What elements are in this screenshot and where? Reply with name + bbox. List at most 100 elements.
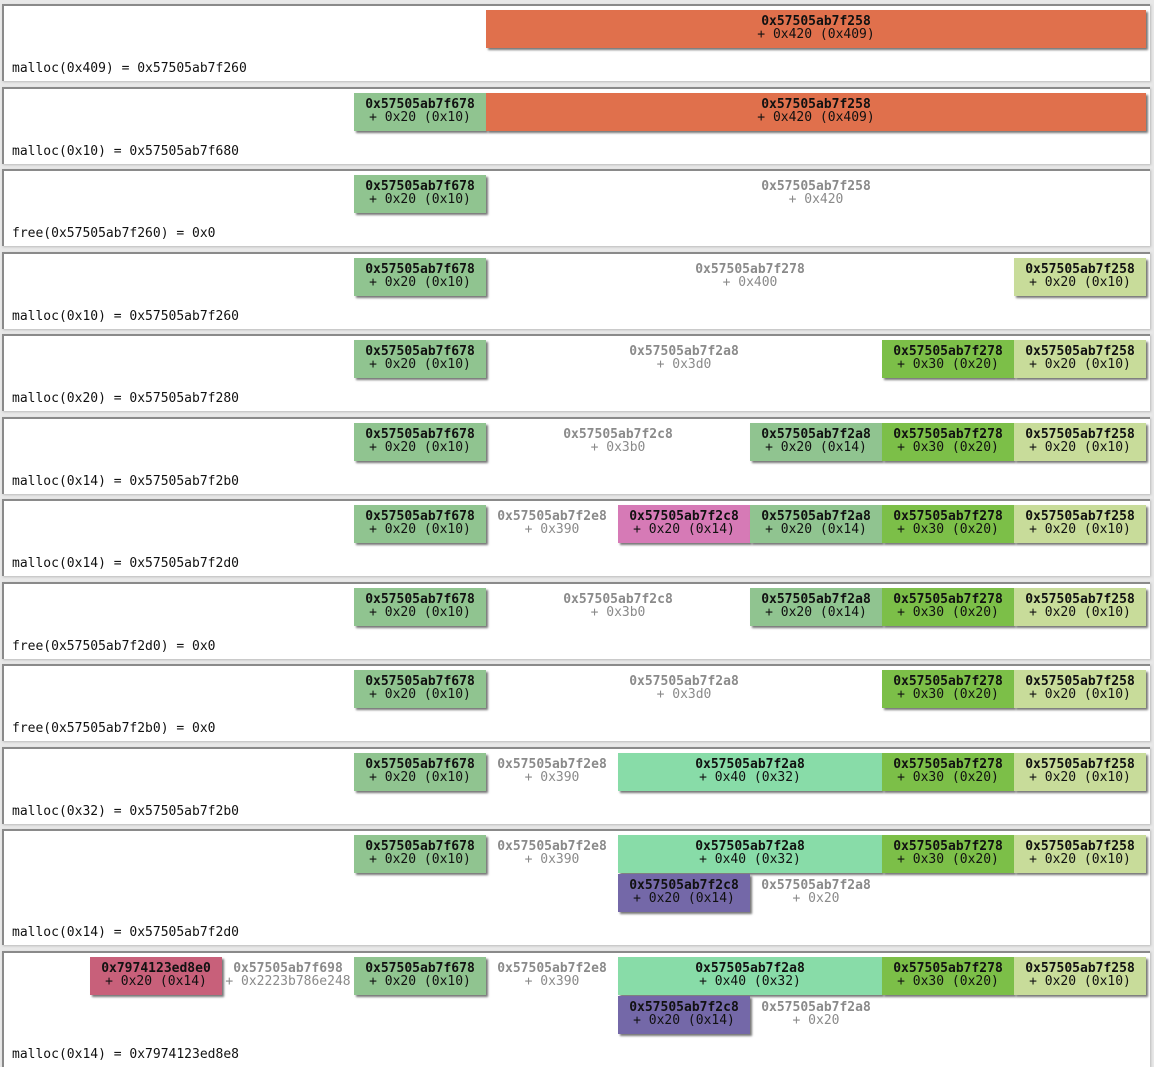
free-chunk: 0x57505ab7f2e8 + 0x390 xyxy=(486,753,618,791)
chunk-address: 0x57505ab7f258 xyxy=(1025,960,1135,976)
chunk-size: + 0x420 (0x409) xyxy=(757,109,875,125)
chunk-address: 0x57505ab7f278 xyxy=(695,261,805,277)
free-chunk: 0x57505ab7f258 + 0x420 xyxy=(486,175,1146,213)
allocated-chunk: 0x57505ab7f2a8 + 0x20 (0x14) xyxy=(750,422,882,461)
heap-row: 0x57505ab7f258 + 0x420 (0x409) malloc(0x40… xyxy=(2,4,1150,81)
allocated-chunk: 0x57505ab7f278 + 0x30 (0x20) xyxy=(882,505,1014,543)
chunk-size: + 0x400 xyxy=(722,274,778,290)
chunk-size: + 0x20 (0x10) xyxy=(1029,852,1131,867)
chunk-size: + 0x20 (0x14) xyxy=(633,891,735,906)
chunk-address: 0x57505ab7f2e8 xyxy=(497,509,607,524)
heap-row: 0x57505ab7f678 + 0x20 (0x10) 0x57505ab7f2e… xyxy=(2,746,1150,824)
allocated-chunk: 0x57505ab7f2a8 + 0x20 (0x14) xyxy=(750,505,882,543)
chunk-size: + 0x20 (0x10) xyxy=(1029,687,1131,702)
allocated-chunk: 0x57505ab7f2a8 + 0x20 (0x14) xyxy=(750,587,882,626)
free-chunk: 0x57505ab7f698 + 0x2223b786e248 xyxy=(222,957,354,995)
chunk-size: + 0x20 (0x10) xyxy=(1029,439,1131,455)
chunk-size: + 0x20 (0x10) xyxy=(369,687,471,702)
chunk-address: 0x57505ab7f2a8 xyxy=(695,839,805,854)
chunk-size: + 0x2223b786e248 xyxy=(225,973,351,989)
chunk-size: + 0x30 (0x20) xyxy=(897,604,999,620)
free-chunk: 0x57505ab7f2e8 + 0x390 xyxy=(486,835,618,873)
allocated-chunk: 0x57505ab7f678 + 0x20 (0x10) xyxy=(354,505,486,543)
chunk-address: 0x57505ab7f2c8 xyxy=(629,999,739,1015)
free-chunk: 0x57505ab7f2e8 + 0x390 xyxy=(486,505,618,543)
chunk-size: + 0x3b0 xyxy=(590,439,646,455)
heap-row: 0x57505ab7f678 + 0x20 (0x10) 0x57505ab7f2a… xyxy=(2,334,1150,411)
chunk-address: 0x57505ab7f2e8 xyxy=(497,756,607,772)
allocated-chunk: 0x57505ab7f258 + 0x20 (0x10) xyxy=(1014,587,1146,626)
chunk-address: 0x57505ab7f678 xyxy=(365,756,475,772)
chunk-address: 0x57505ab7f678 xyxy=(365,509,475,524)
chunk-size: + 0x20 xyxy=(792,1012,840,1028)
chunk-address: 0x57505ab7f258 xyxy=(761,179,871,194)
free-chunk: 0x57505ab7f278 + 0x400 xyxy=(486,258,1014,296)
chunk-address: 0x57505ab7f2a8 xyxy=(695,756,805,772)
allocated-chunk: 0x57505ab7f2c8 + 0x20 (0x14) xyxy=(618,874,750,912)
chunk-size: + 0x20 (0x10) xyxy=(1029,274,1131,290)
allocated-chunk: 0x57505ab7f678 + 0x20 (0x10) xyxy=(354,257,486,296)
chunk-address: 0x57505ab7f278 xyxy=(893,509,1003,524)
chunk-size: + 0x20 (0x10) xyxy=(369,439,471,455)
heap-row: 0x57505ab7f678 + 0x20 (0x10) 0x57505ab7f2c… xyxy=(2,416,1150,494)
chunk-size: + 0x20 (0x10) xyxy=(369,274,471,290)
chunk-size: + 0x30 (0x20) xyxy=(897,439,999,455)
chunk-address: 0x57505ab7f278 xyxy=(893,426,1003,442)
chunk-address: 0x57505ab7f678 xyxy=(365,674,475,689)
chunk-address: 0x57505ab7f278 xyxy=(893,839,1003,854)
allocated-chunk: 0x57505ab7f278 + 0x30 (0x20) xyxy=(882,752,1014,791)
chunk-address: 0x57505ab7f2a8 xyxy=(761,591,871,607)
chunk-address: 0x57505ab7f258 xyxy=(1025,839,1135,854)
allocated-chunk: 0x57505ab7f678 + 0x20 (0x10) xyxy=(354,422,486,461)
chunk-address: 0x57505ab7f278 xyxy=(893,344,1003,359)
allocated-chunk: 0x57505ab7f278 + 0x30 (0x20) xyxy=(882,587,1014,626)
allocated-chunk: 0x57505ab7f678 + 0x20 (0x10) xyxy=(354,752,486,791)
allocated-chunk: 0x57505ab7f678 + 0x20 (0x10) xyxy=(354,670,486,708)
chunk-address: 0x57505ab7f2a8 xyxy=(629,344,739,359)
allocated-chunk: 0x57505ab7f258 + 0x20 (0x10) xyxy=(1014,257,1146,296)
chunk-size: + 0x20 (0x10) xyxy=(369,769,471,785)
call-caption: malloc(0x14) = 0x57505ab7f2d0 xyxy=(12,556,239,571)
chunk-address: 0x57505ab7f698 xyxy=(233,960,343,976)
call-caption: malloc(0x32) = 0x57505ab7f2b0 xyxy=(12,803,239,819)
chunk-size: + 0x420 xyxy=(788,192,844,207)
chunk-address: 0x57505ab7f678 xyxy=(365,839,475,854)
allocated-chunk: 0x57505ab7f278 + 0x30 (0x20) xyxy=(882,340,1014,378)
chunk-size: + 0x390 xyxy=(524,852,580,867)
allocated-chunk: 0x57505ab7f678 + 0x20 (0x10) xyxy=(354,175,486,213)
chunk-address: 0x57505ab7f258 xyxy=(761,96,871,112)
call-caption: free(0x57505ab7f260) = 0x0 xyxy=(12,226,216,241)
chunk-size: + 0x20 (0x10) xyxy=(1029,973,1131,989)
chunk-address: 0x57505ab7f678 xyxy=(365,179,475,194)
chunk-size: + 0x20 (0x14) xyxy=(765,604,867,620)
free-chunk: 0x57505ab7f2c8 + 0x3b0 xyxy=(486,423,750,461)
heap-row: 0x57505ab7f678 + 0x20 (0x10) 0x57505ab7f25… xyxy=(2,86,1150,164)
chunk-address: 0x57505ab7f678 xyxy=(365,960,475,976)
free-chunk: 0x57505ab7f2a8 + 0x3d0 xyxy=(486,340,882,378)
chunk-address: 0x57505ab7f678 xyxy=(365,96,475,112)
chunk-address: 0x57505ab7f2c8 xyxy=(629,878,739,893)
chunk-address: 0x57505ab7f258 xyxy=(1025,509,1135,524)
allocated-chunk: 0x57505ab7f678 + 0x20 (0x10) xyxy=(354,587,486,626)
allocated-chunk: 0x57505ab7f678 + 0x20 (0x10) xyxy=(354,340,486,378)
chunk-size: + 0x20 (0x10) xyxy=(1029,769,1131,785)
allocated-chunk: 0x57505ab7f678 + 0x20 (0x10) xyxy=(354,92,486,131)
free-chunk: 0x57505ab7f2a8 + 0x20 xyxy=(750,874,882,912)
call-caption: malloc(0x10) = 0x57505ab7f680 xyxy=(12,143,239,159)
heap-row: 0x57505ab7f678 + 0x20 (0x10) 0x57505ab7f2a… xyxy=(2,664,1150,741)
chunk-address: 0x57505ab7f258 xyxy=(1025,756,1135,772)
chunk-size: + 0x20 (0x10) xyxy=(1029,357,1131,372)
chunk-size: + 0x30 (0x20) xyxy=(897,522,999,537)
allocated-chunk: 0x57505ab7f278 + 0x30 (0x20) xyxy=(882,835,1014,873)
allocated-chunk: 0x57505ab7f678 + 0x20 (0x10) xyxy=(354,956,486,995)
chunk-size: + 0x20 (0x10) xyxy=(369,522,471,537)
allocated-chunk: 0x57505ab7f278 + 0x30 (0x20) xyxy=(882,956,1014,995)
call-caption: free(0x57505ab7f2b0) = 0x0 xyxy=(12,721,216,736)
chunk-address: 0x57505ab7f2c8 xyxy=(563,591,673,607)
call-caption: malloc(0x10) = 0x57505ab7f260 xyxy=(12,308,239,324)
chunk-size: + 0x20 (0x10) xyxy=(369,192,471,207)
allocated-chunk: 0x57505ab7f258 + 0x20 (0x10) xyxy=(1014,835,1146,873)
allocated-chunk: 0x57505ab7f2c8 + 0x20 (0x14) xyxy=(618,505,750,543)
allocated-chunk: 0x57505ab7f278 + 0x30 (0x20) xyxy=(882,422,1014,461)
chunk-size: + 0x20 (0x14) xyxy=(765,522,867,537)
